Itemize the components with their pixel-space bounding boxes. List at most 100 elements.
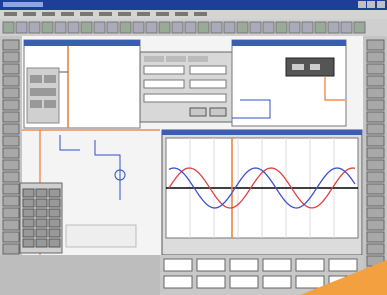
- tool-button[interactable]: [198, 22, 209, 33]
- control-field[interactable]: [197, 276, 225, 288]
- tool-button[interactable]: [341, 22, 352, 33]
- tool-button[interactable]: [289, 22, 300, 33]
- side-button[interactable]: [367, 40, 384, 50]
- side-button[interactable]: [367, 112, 384, 122]
- tool-button[interactable]: [120, 22, 131, 33]
- tool-button[interactable]: [276, 22, 287, 33]
- button[interactable]: [44, 100, 56, 108]
- side-button[interactable]: [367, 160, 384, 170]
- side-button[interactable]: [3, 64, 19, 74]
- side-button[interactable]: [367, 244, 384, 254]
- part-button[interactable]: [49, 189, 60, 197]
- part-button[interactable]: [49, 209, 60, 217]
- side-button[interactable]: [3, 208, 19, 218]
- part-button[interactable]: [36, 199, 47, 207]
- part-button[interactable]: [23, 239, 34, 247]
- part-button[interactable]: [49, 239, 60, 247]
- tool-button[interactable]: [146, 22, 157, 33]
- control-field[interactable]: [230, 259, 258, 271]
- side-button[interactable]: [3, 112, 19, 122]
- menu-item[interactable]: [175, 12, 188, 16]
- control-field[interactable]: [296, 276, 324, 288]
- side-button[interactable]: [3, 76, 19, 86]
- control-field[interactable]: [263, 259, 291, 271]
- tool-button[interactable]: [328, 22, 339, 33]
- side-button[interactable]: [3, 88, 19, 98]
- side-button[interactable]: [367, 148, 384, 158]
- part-button[interactable]: [23, 219, 34, 227]
- side-button[interactable]: [367, 220, 384, 230]
- side-button[interactable]: [3, 124, 19, 134]
- tool-button[interactable]: [185, 22, 196, 33]
- tool-button[interactable]: [354, 22, 365, 33]
- part-button[interactable]: [23, 189, 34, 197]
- side-button[interactable]: [367, 196, 384, 206]
- side-button[interactable]: [3, 220, 19, 230]
- control-field[interactable]: [296, 259, 324, 271]
- menu-item[interactable]: [156, 12, 169, 16]
- tool-button[interactable]: [250, 22, 261, 33]
- tool-button[interactable]: [29, 22, 40, 33]
- side-button[interactable]: [3, 136, 19, 146]
- button[interactable]: [30, 75, 42, 83]
- part-button[interactable]: [36, 189, 47, 197]
- menu-item[interactable]: [4, 12, 17, 16]
- close-button[interactable]: [377, 1, 385, 8]
- side-button[interactable]: [367, 136, 384, 146]
- menu-item[interactable]: [194, 12, 207, 16]
- side-button[interactable]: [367, 184, 384, 194]
- button[interactable]: [30, 88, 56, 96]
- button[interactable]: [44, 75, 56, 83]
- input[interactable]: [190, 66, 226, 74]
- menu-item[interactable]: [23, 12, 36, 16]
- tool-button[interactable]: [42, 22, 53, 33]
- side-button[interactable]: [3, 244, 19, 254]
- control-field[interactable]: [230, 276, 258, 288]
- tool-button[interactable]: [237, 22, 248, 33]
- tool-button[interactable]: [315, 22, 326, 33]
- tool-button[interactable]: [224, 22, 235, 33]
- side-button[interactable]: [367, 172, 384, 182]
- min-button[interactable]: [358, 1, 366, 8]
- control-field[interactable]: [329, 259, 357, 271]
- tool-button[interactable]: [107, 22, 118, 33]
- side-button[interactable]: [3, 172, 19, 182]
- part-button[interactable]: [36, 239, 47, 247]
- tool-button[interactable]: [172, 22, 183, 33]
- tool-button[interactable]: [16, 22, 27, 33]
- part-button[interactable]: [49, 199, 60, 207]
- menu-item[interactable]: [80, 12, 93, 16]
- tool-button[interactable]: [159, 22, 170, 33]
- side-button[interactable]: [3, 160, 19, 170]
- input[interactable]: [144, 94, 226, 102]
- max-button[interactable]: [367, 1, 375, 8]
- side-button[interactable]: [367, 124, 384, 134]
- menu-item[interactable]: [61, 12, 74, 16]
- control-field[interactable]: [164, 259, 192, 271]
- side-button[interactable]: [367, 100, 384, 110]
- menu-item[interactable]: [42, 12, 55, 16]
- menu-item[interactable]: [99, 12, 112, 16]
- part-button[interactable]: [49, 219, 60, 227]
- menu-item[interactable]: [137, 12, 150, 16]
- part-button[interactable]: [23, 229, 34, 237]
- part-button[interactable]: [36, 219, 47, 227]
- tool-button[interactable]: [3, 22, 14, 33]
- part-button[interactable]: [49, 229, 60, 237]
- button[interactable]: [190, 108, 206, 116]
- input[interactable]: [190, 80, 226, 88]
- control-field[interactable]: [263, 276, 291, 288]
- menu-item[interactable]: [118, 12, 131, 16]
- part-button[interactable]: [36, 209, 47, 217]
- side-button[interactable]: [367, 52, 384, 62]
- side-button[interactable]: [3, 52, 19, 62]
- part-button[interactable]: [23, 209, 34, 217]
- side-button[interactable]: [3, 148, 19, 158]
- input[interactable]: [144, 80, 184, 88]
- tool-button[interactable]: [302, 22, 313, 33]
- tool-button[interactable]: [68, 22, 79, 33]
- tool-button[interactable]: [81, 22, 92, 33]
- tab[interactable]: [166, 56, 186, 62]
- control-field[interactable]: [197, 259, 225, 271]
- tab[interactable]: [144, 56, 164, 62]
